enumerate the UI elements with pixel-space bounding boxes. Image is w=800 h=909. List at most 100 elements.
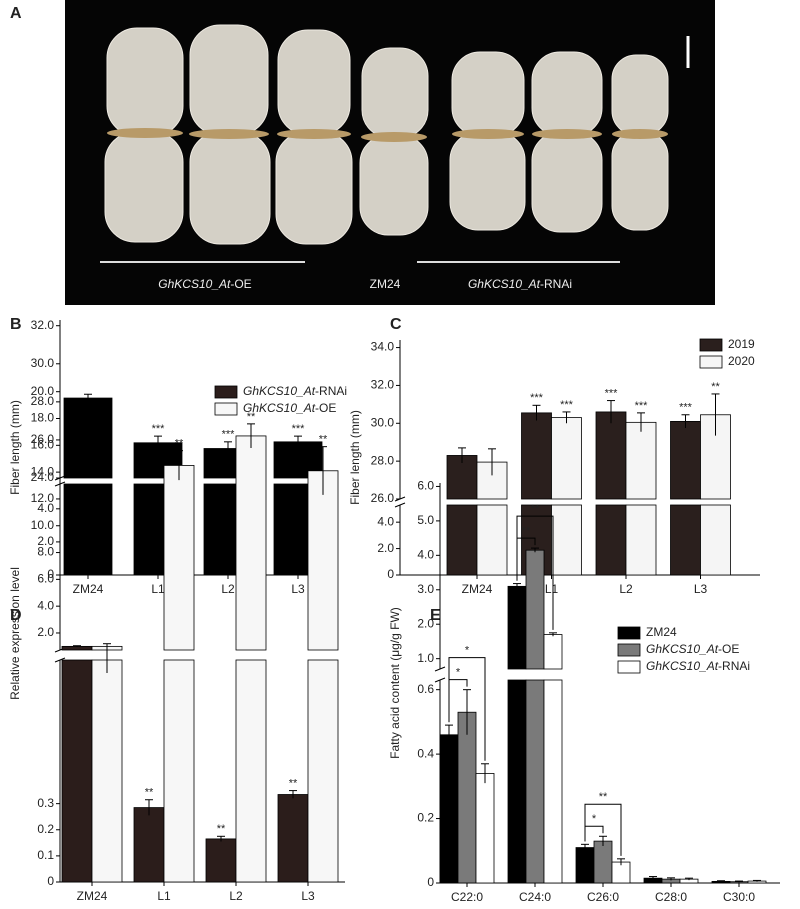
significance-label: *** [222, 429, 236, 441]
y-tick-label: 16.0 [31, 437, 55, 451]
bar [476, 504, 508, 576]
x-tick-label: ZM24 [77, 889, 108, 903]
bar [235, 659, 267, 883]
y-tick-label: 2.0 [377, 541, 394, 555]
fiber [106, 27, 184, 137]
panel-label: C [390, 316, 402, 333]
y-axis-label: Fiber length (mm) [8, 400, 22, 495]
significance-bracket [448, 657, 486, 761]
group-label: GhKCS10_At-RNAi [468, 277, 572, 291]
bar [593, 840, 613, 884]
significance-label: *** [292, 423, 306, 435]
panel-label: D [10, 607, 22, 624]
fiber [104, 131, 184, 243]
group-label: ZM24 [370, 277, 401, 291]
x-tick-label: C26:0 [587, 890, 619, 904]
significance-bracket [516, 515, 554, 630]
x-tick-label: L3 [291, 582, 305, 596]
bar [307, 659, 339, 883]
x-tick-label: L2 [229, 889, 243, 903]
x-tick-label: L1 [151, 582, 165, 596]
significance-label: ** [711, 381, 720, 393]
significance-label: ** [599, 791, 608, 803]
bar [307, 470, 339, 651]
bar [446, 504, 478, 576]
bar [551, 504, 582, 576]
y-tick-label: 0 [427, 875, 434, 889]
legend-swatch [214, 385, 238, 399]
bar [543, 679, 563, 884]
bar [525, 549, 545, 670]
bar [525, 679, 545, 884]
y-tick-label: 0.1 [37, 848, 54, 862]
significance-label: *** [635, 400, 649, 412]
significance-label: ** [145, 787, 154, 799]
y-tick-label: 10.0 [31, 518, 55, 532]
y-axis-label: Fiber length (mm) [348, 410, 362, 505]
significance-label: *** [679, 402, 693, 414]
axis-break [394, 502, 406, 508]
fiber [277, 29, 351, 136]
fiber [359, 134, 429, 236]
legend-swatch [617, 643, 641, 657]
bar [163, 465, 195, 651]
y-tick-label: 34.0 [371, 340, 395, 354]
y-tick-label: 4.0 [37, 598, 54, 612]
photo-panel: GhKCS10_At-OE ZM24 GhKCS10_At-RNAi [65, 0, 715, 305]
legend-swatch [617, 626, 641, 640]
y-tick-label: 1.0 [417, 651, 434, 665]
fiber [611, 54, 669, 136]
group-label: GhKCS10_At-OE [158, 277, 251, 291]
fiber [449, 131, 526, 231]
fiber [611, 131, 669, 231]
x-tick-label: L2 [221, 582, 235, 596]
y-tick-label: 4.0 [37, 501, 54, 515]
significance-label: ** [522, 525, 531, 537]
y-tick-label: 0 [47, 567, 54, 581]
legend-swatch [699, 338, 723, 352]
y-tick-label: 0 [387, 567, 394, 581]
fiber [189, 24, 269, 136]
significance-label: * [465, 645, 470, 657]
y-tick-label: 26.0 [371, 491, 395, 505]
seed-band [277, 129, 351, 139]
bar [63, 483, 113, 576]
y-tick-label: 6.0 [417, 479, 434, 493]
bar [63, 397, 113, 479]
bar [507, 679, 527, 884]
legend-label: 2020 [728, 354, 755, 368]
fiber [275, 131, 353, 245]
seed-band [532, 129, 602, 139]
bar [670, 504, 701, 576]
x-tick-label: ZM24 [462, 582, 493, 596]
y-tick-label: 12.0 [31, 491, 55, 505]
y-axis-label: Fatty acid content (μg/g FW) [388, 607, 402, 759]
significance-label: ** [289, 777, 298, 789]
bar [595, 411, 627, 500]
significance-label: ** [319, 434, 328, 446]
bar [91, 659, 123, 883]
significance-label: *** [560, 399, 574, 411]
bar [543, 634, 563, 670]
bar [521, 412, 552, 500]
significance-label: ** [247, 411, 256, 423]
legend-label: GhKCS10_At-OE [646, 642, 739, 656]
significance-bracket [584, 825, 604, 842]
panel-label: E [430, 607, 441, 624]
y-tick-label: 8.0 [37, 545, 54, 559]
seed-band [612, 129, 668, 139]
panel-label: B [10, 316, 22, 333]
bar [551, 417, 582, 500]
seed-band [361, 132, 427, 142]
significance-label: ** [175, 438, 184, 450]
y-tick-label: 30.0 [371, 415, 395, 429]
legend-swatch [214, 402, 238, 416]
y-tick-label: 0.3 [37, 796, 54, 810]
bar [475, 773, 495, 884]
y-tick-label: 3.0 [417, 582, 434, 596]
seed-band [452, 129, 524, 139]
y-tick-label: 28.0 [31, 394, 55, 408]
y-tick-label: 5.0 [417, 513, 434, 527]
y-tick-label: 2.0 [37, 534, 54, 548]
